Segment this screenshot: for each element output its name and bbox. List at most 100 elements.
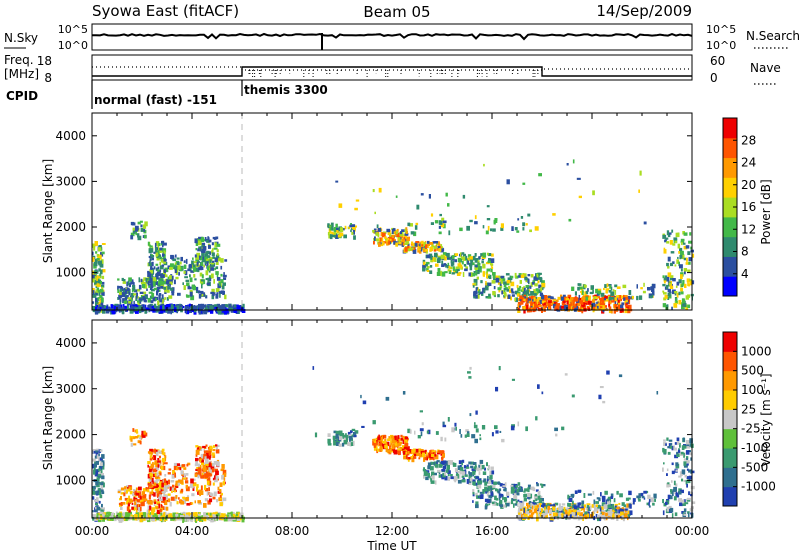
echo-cell — [528, 296, 533, 299]
echo-cell — [216, 252, 219, 256]
echo-cell — [203, 503, 207, 508]
echo-cell — [101, 281, 105, 285]
echo-cell — [572, 500, 574, 505]
echo-cell — [450, 263, 454, 267]
echo-cell — [477, 261, 480, 264]
echo-cell — [203, 450, 206, 454]
echo-cell — [688, 257, 693, 262]
echo-cell — [171, 473, 175, 479]
echo-cell — [489, 470, 492, 476]
echo-cell — [94, 241, 98, 246]
colorbar-segment — [723, 467, 737, 488]
echo-cell — [544, 509, 548, 514]
echo-cell — [208, 487, 210, 492]
echo-cell — [128, 297, 133, 302]
echo-cell — [530, 291, 535, 296]
echo-cell — [150, 270, 153, 274]
echo-cell — [521, 514, 525, 519]
echo-cell — [329, 234, 333, 240]
echo-cell — [418, 457, 421, 460]
echo-cell — [206, 239, 209, 243]
echo-cell — [154, 513, 157, 517]
echo-cell — [638, 498, 641, 502]
echo-cell — [100, 297, 104, 303]
echo-cell — [689, 280, 692, 286]
echo-cell — [574, 305, 577, 308]
echo-cell — [652, 290, 655, 296]
echo-cell — [530, 274, 533, 278]
echo-cell — [425, 263, 428, 267]
echo-cell — [453, 475, 458, 481]
echo-cell — [432, 450, 436, 453]
echo-cell — [477, 263, 481, 266]
echo-cell — [411, 457, 415, 463]
colorbar-segment — [723, 390, 737, 410]
echo-cell — [643, 490, 647, 494]
echo-cell — [93, 263, 98, 267]
echo-cell — [154, 480, 158, 484]
echo-cell — [517, 499, 520, 502]
echo-cell — [466, 479, 469, 484]
echo-cell — [436, 460, 440, 463]
echo-cell — [97, 280, 100, 286]
echo-cell — [662, 283, 666, 287]
echo-cell — [372, 420, 376, 425]
echo-cell — [152, 277, 157, 282]
echo-cell — [474, 267, 479, 270]
echo-cell — [474, 294, 479, 299]
echo-cell — [200, 475, 204, 479]
echo-cell — [403, 234, 407, 239]
echo-cell — [629, 502, 633, 505]
echo-cell — [675, 469, 678, 472]
echo-cell — [160, 308, 164, 314]
echo-cell — [608, 498, 612, 503]
echo-cell — [506, 494, 510, 498]
echo-cell — [608, 296, 612, 301]
echo-cell — [213, 279, 215, 284]
echo-cell — [688, 240, 692, 244]
echo-cell — [132, 227, 135, 231]
echo-cell — [621, 302, 625, 306]
echo-cell — [151, 274, 154, 279]
echo-cell — [230, 511, 233, 517]
echo-cell — [401, 229, 405, 232]
echo-cell — [683, 257, 687, 261]
echo-cell — [488, 293, 491, 298]
echo-cell — [511, 486, 515, 492]
echo-cell — [651, 288, 655, 293]
echo-cell — [210, 309, 214, 314]
echo-cell — [561, 503, 566, 506]
echo-cell — [472, 255, 476, 261]
echo-cell — [548, 300, 552, 303]
echo-cell — [157, 464, 160, 468]
echo-cell — [577, 505, 581, 508]
echo-cell — [185, 484, 188, 489]
echo-cell — [476, 268, 480, 273]
echo-cell — [589, 506, 592, 510]
echo-cell — [458, 460, 462, 464]
echo-cell — [478, 256, 481, 259]
echo-cell — [510, 499, 514, 505]
echo-cell — [399, 231, 402, 235]
echo-cell — [347, 226, 351, 229]
echo-cell — [417, 435, 421, 439]
echo-cell — [540, 287, 543, 292]
echo-cell — [155, 477, 159, 481]
echo-cell — [468, 272, 472, 277]
echo-cell — [166, 297, 169, 301]
echo-cell — [616, 506, 620, 510]
echo-cell — [182, 517, 185, 523]
echo-cell — [678, 279, 682, 284]
echo-cell — [395, 242, 398, 247]
echo-cell — [404, 238, 407, 242]
echo-cell — [536, 483, 539, 487]
echo-cell — [509, 289, 512, 293]
echo-cell — [156, 290, 159, 296]
echo-cell — [663, 247, 666, 250]
echo-cell — [502, 291, 507, 294]
echo-cell — [680, 451, 684, 455]
echo-cell — [207, 492, 211, 495]
echo-cell — [216, 274, 219, 278]
echo-cell — [167, 265, 170, 270]
echo-cell — [446, 465, 450, 470]
